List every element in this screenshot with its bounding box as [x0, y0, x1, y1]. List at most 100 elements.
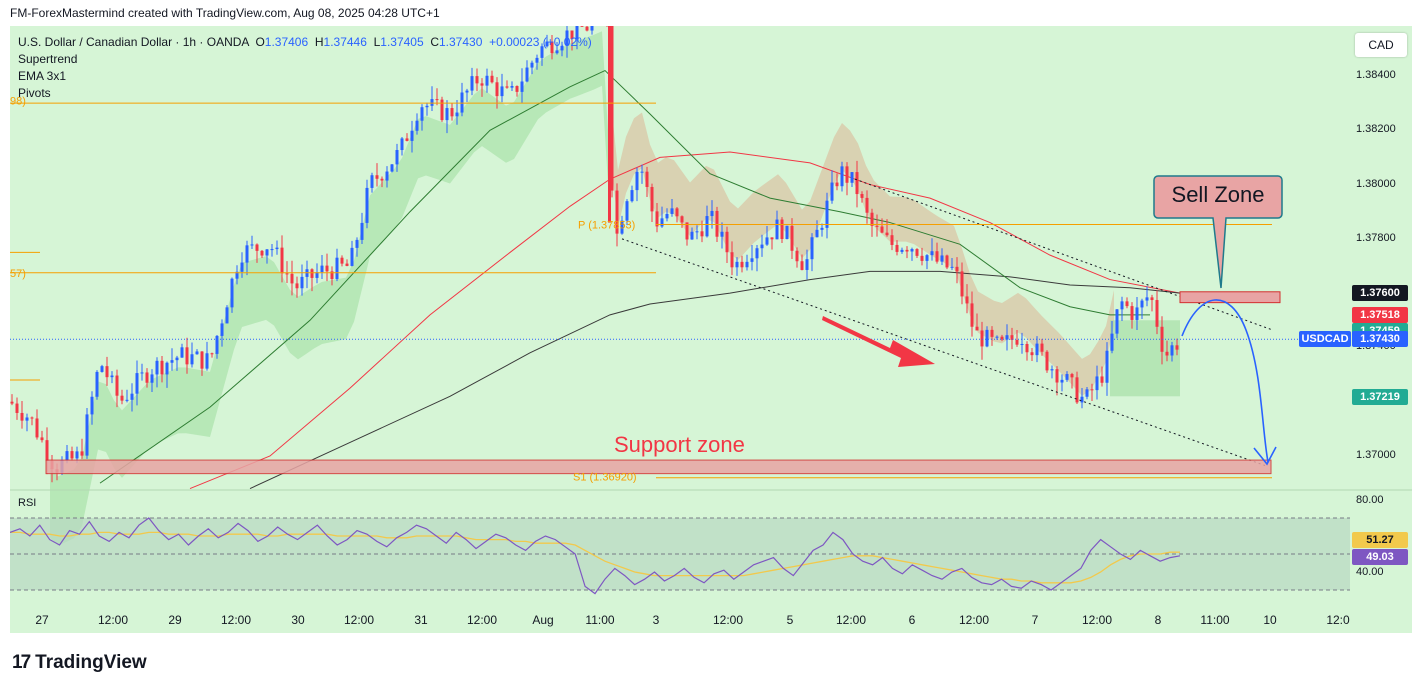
supertrend-up-area [50, 31, 610, 546]
candle [1120, 296, 1124, 322]
candle [1090, 383, 1094, 401]
candle [575, 26, 579, 50]
candle [745, 254, 749, 271]
time-tick-label: 29 [168, 613, 182, 627]
candle-body [285, 273, 289, 275]
candle-body [980, 330, 984, 347]
candle [765, 226, 769, 246]
candle-body [1030, 352, 1034, 356]
candle-body [810, 237, 814, 260]
chart-area[interactable]: Sell Zone Support zone P (1.37853) S1 (1.36… [10, 26, 1412, 633]
candle [1040, 338, 1044, 356]
candle-body [10, 401, 14, 404]
candle [800, 254, 804, 271]
currency-button[interactable]: CAD [1355, 33, 1407, 57]
candle-body [920, 255, 924, 261]
candle-body [675, 208, 679, 217]
time-tick-label: 12:0 [1326, 613, 1350, 627]
candle [120, 389, 124, 405]
brand-name: TradingView [35, 652, 147, 673]
candle-body [660, 218, 664, 227]
candle-body [220, 323, 224, 336]
candle [195, 349, 199, 355]
candle [180, 343, 184, 358]
candle [445, 100, 449, 134]
candle-body [540, 46, 544, 58]
support-zone-label: Support zone [614, 432, 745, 457]
candle [205, 341, 209, 371]
candle-body [185, 347, 189, 365]
chart-credit: FM-ForexMastermind created with TradingV… [10, 6, 440, 20]
candle [695, 225, 699, 240]
candle-body [155, 360, 159, 375]
candle-body [1170, 345, 1174, 356]
time-tick-label: 12:00 [220, 613, 252, 627]
candle [890, 229, 894, 251]
candle-body [860, 194, 864, 198]
candle-body [45, 440, 49, 461]
candle-body [865, 197, 869, 213]
candle [555, 41, 559, 55]
candle-body [710, 210, 714, 217]
candle [150, 369, 154, 393]
candle [395, 143, 399, 172]
low-value: 1.37405 [380, 35, 424, 49]
indicator-supertrend[interactable]: Supertrend [18, 52, 78, 66]
candle [1025, 341, 1029, 361]
candle-body [420, 107, 424, 121]
candle-body [1035, 343, 1039, 356]
candle-body [1105, 350, 1109, 383]
candle [955, 257, 959, 284]
candle [850, 172, 854, 188]
candle [365, 179, 369, 229]
candle-body [815, 229, 819, 238]
candle-body [1005, 335, 1009, 340]
candle-body [1050, 369, 1054, 371]
candle-body [670, 208, 674, 214]
candle [375, 163, 379, 187]
indicator-pivots[interactable]: Pivots [18, 86, 51, 100]
candle-body [15, 403, 19, 413]
candle [350, 240, 354, 267]
symbol-title[interactable]: U.S. Dollar / Canadian Dollar · 1h · OAN… [18, 35, 249, 49]
candle [190, 342, 194, 368]
candle [895, 240, 899, 256]
candle-body [880, 226, 884, 233]
candle [470, 67, 474, 96]
candle [1110, 321, 1114, 354]
candle-body [80, 451, 84, 456]
price-tick-label: 1.37000 [1356, 449, 1396, 461]
time-tick-label: 12:00 [97, 613, 129, 627]
candle-body [1150, 297, 1154, 301]
candle-body [975, 326, 979, 331]
candle-body [350, 247, 354, 266]
time-tick-label: 10 [1263, 613, 1277, 627]
candle-body [690, 231, 694, 240]
candle [1030, 348, 1034, 361]
candle [35, 409, 39, 440]
chart-svg[interactable]: Sell Zone Support zone P (1.37853) S1 (1.36… [10, 26, 1412, 633]
candle [280, 235, 284, 283]
tradingview-brand[interactable]: 17 TradingView [12, 652, 147, 674]
candle-body [430, 99, 434, 106]
support-zone-box [45, 459, 1272, 475]
candle-body [310, 269, 314, 278]
candle [615, 183, 619, 247]
candle [1130, 302, 1134, 329]
indicator-ema[interactable]: EMA 3x1 [18, 69, 67, 83]
candle-body [320, 265, 324, 273]
candle [580, 26, 584, 27]
candle [420, 104, 424, 131]
candle-body [760, 244, 764, 249]
candle-body [525, 67, 529, 82]
candle-body [940, 255, 944, 262]
candle-body [535, 57, 539, 63]
time-tick-label: 7 [1031, 613, 1039, 627]
candle [310, 268, 314, 292]
candle-body [725, 231, 729, 253]
candle [20, 401, 24, 429]
candle-body [580, 26, 584, 27]
candle-body [825, 200, 829, 228]
candle [15, 397, 19, 420]
candle [305, 260, 309, 289]
